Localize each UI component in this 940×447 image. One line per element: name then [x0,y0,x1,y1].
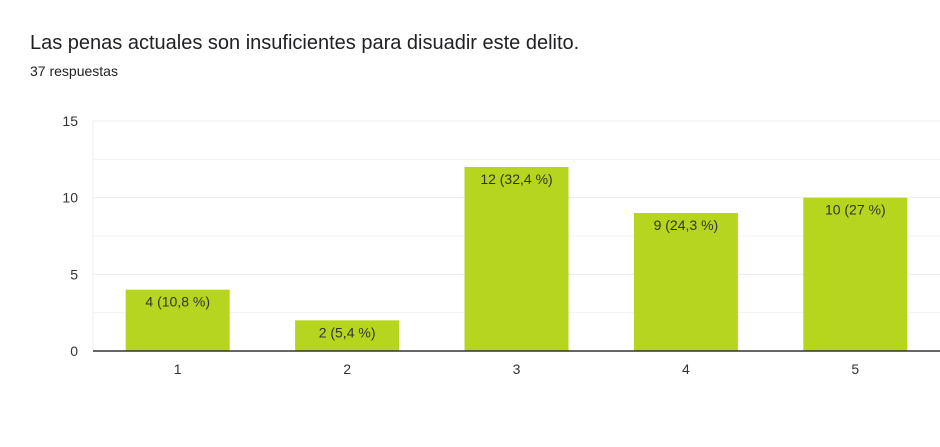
x-tick-label: 1 [174,361,182,377]
data-label: 10 (27 %) [825,202,886,218]
bar [125,289,230,351]
response-count: 37 respuestas [30,63,118,79]
bar [803,197,908,351]
y-tick-label: 0 [70,343,78,359]
y-tick-label: 5 [70,266,78,282]
bar [295,320,400,351]
bar [464,167,569,351]
y-tick-label: 10 [62,190,78,206]
x-tick-label: 4 [682,361,690,377]
y-tick-label: 15 [62,113,78,129]
bar [633,213,738,351]
data-label: 2 (5,4 %) [319,324,376,340]
x-tick-label: 5 [851,361,859,377]
chart-title: Las penas actuales son insuficientes par… [30,32,580,54]
data-label: 12 (32,4 %) [480,171,552,187]
data-label: 9 (24,3 %) [654,217,719,233]
x-tick-label: 3 [513,361,521,377]
x-tick-label: 2 [343,361,351,377]
data-label: 4 (10,8 %) [145,294,210,310]
